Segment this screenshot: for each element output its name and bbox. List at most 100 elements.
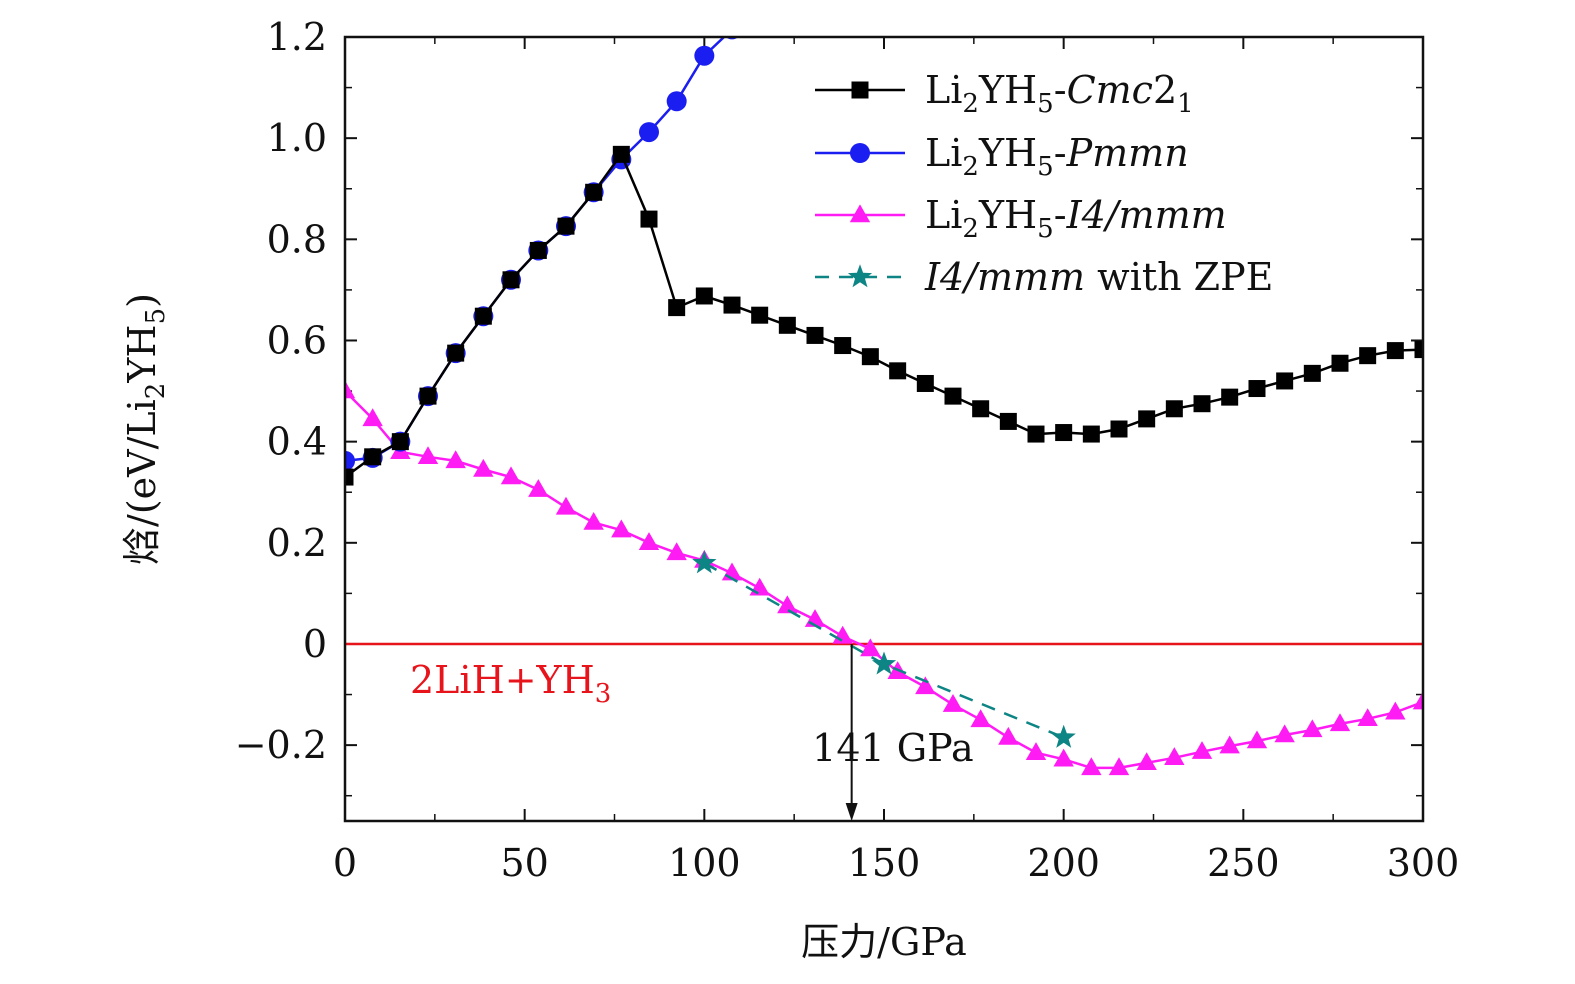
y-tick-label: 1.0 (267, 116, 327, 160)
data-point-square (695, 287, 713, 305)
data-point-square (612, 145, 630, 163)
data-point-triangle (849, 204, 871, 223)
y-tick-label: 0.8 (267, 217, 327, 261)
x-tick-label: 150 (848, 841, 921, 885)
y-tick-label: 0 (303, 622, 327, 666)
data-point-square (474, 307, 492, 325)
series-line (345, 390, 1423, 770)
x-tick-label: 100 (668, 841, 741, 885)
data-point-square (585, 183, 603, 201)
data-point-triangle (777, 595, 798, 614)
data-point-square (557, 217, 575, 235)
data-point-triangle (1081, 757, 1102, 776)
data-point-triangle (1219, 735, 1240, 754)
data-point-triangle (860, 638, 881, 657)
annotation-label: 141 GPa (812, 726, 973, 770)
reference-label: 2LiH+YH3 (410, 658, 611, 709)
data-point-square (889, 362, 907, 380)
data-point-square (999, 412, 1017, 430)
data-point-star (1051, 724, 1076, 748)
data-point-square (806, 326, 824, 344)
data-point-triangle (583, 511, 604, 530)
data-point-triangle (362, 408, 383, 427)
data-point-square (1331, 354, 1349, 372)
data-point-triangle (1246, 730, 1268, 749)
tick-labels: 0 50 100 150 200 250 300 −0.2 0 0.2 0.4 0.6 0.8 1.0 1.… (235, 15, 1460, 885)
data-point-triangle (500, 466, 522, 485)
data-point-triangle (1164, 747, 1185, 765)
data-point-circle (345, 450, 355, 471)
data-point-square (1276, 372, 1294, 390)
x-tick-label: 50 (500, 841, 548, 885)
data-point-triangle (611, 519, 632, 538)
data-point-triangle (528, 479, 549, 497)
axes-ticks (344, 36, 1424, 821)
data-point-square (1414, 341, 1423, 359)
annotation-group: 141 GPa (812, 643, 974, 821)
legend-label: I4/mmm with ZPE (924, 255, 1273, 299)
data-point-triangle (1385, 701, 1406, 720)
y-axis-title: 焓/(eV/Li2YH5) (120, 293, 171, 565)
y-tick-label: 0.4 (267, 420, 327, 464)
data-point-triangle (915, 676, 936, 695)
reference-line-group: 2LiH+YH3 (345, 642, 1423, 709)
x-tick-label: 0 (333, 841, 357, 885)
data-point-triangle (555, 496, 577, 515)
data-point-square (1248, 380, 1266, 398)
data-point-square (834, 337, 852, 355)
data-point-square (1165, 400, 1183, 418)
legend-label: Li2YH5-I4/mmm (925, 193, 1227, 244)
data-point-square (1221, 388, 1239, 406)
series-2 (345, 380, 1423, 776)
data-point-triangle (832, 625, 853, 644)
data-point-square (1359, 347, 1377, 365)
legend: Li2YH5-Cmc21 Li2YH5-Pmmn Li2YH5-I4/mmm I4/m… (815, 68, 1273, 299)
x-axis-title: 压力/GPa (801, 920, 967, 964)
data-point-triangle (1302, 719, 1323, 738)
data-point-triangle (1191, 741, 1213, 759)
data-point-triangle (473, 458, 494, 477)
y-tick-label: 0.2 (267, 521, 327, 565)
series-3 (692, 550, 1076, 748)
data-point-square (778, 316, 796, 334)
data-point-square (1303, 364, 1321, 382)
x-tick-label: 200 (1027, 841, 1100, 885)
data-point-square (529, 241, 547, 259)
data-point-square (751, 306, 769, 324)
data-point-triangle (942, 694, 964, 712)
data-point-square (447, 344, 465, 362)
x-tick-label: 250 (1207, 841, 1280, 885)
data-point-square (1055, 424, 1073, 442)
data-point-circle (666, 91, 687, 112)
data-point-triangle (970, 709, 991, 728)
data-point-square (972, 400, 990, 418)
y-tick-label: 1.2 (267, 15, 327, 59)
data-point-circle (638, 122, 659, 143)
data-point-square (502, 271, 520, 289)
y-tick-label: −0.2 (235, 723, 327, 767)
data-point-triangle (1329, 713, 1351, 732)
x-tick-label: 300 (1387, 841, 1460, 885)
data-point-square (1027, 425, 1045, 443)
data-point-square (419, 387, 437, 405)
data-point-triangle (1053, 748, 1074, 767)
data-point-triangle (666, 542, 687, 561)
data-point-square (861, 348, 879, 366)
data-point-triangle (749, 577, 770, 596)
series-0 (345, 145, 1423, 486)
data-point-square (668, 299, 686, 317)
annotation-arrow-head (845, 803, 858, 821)
data-point-star (847, 264, 873, 288)
data-point-square (944, 387, 962, 405)
data-point-triangle (998, 726, 1019, 745)
series-line (345, 151, 1423, 479)
data-point-square (1193, 395, 1211, 413)
legend-label: Li2YH5-Pmmn (925, 131, 1189, 182)
data-point-square (1138, 410, 1156, 428)
legend-label: Li2YH5-Cmc21 (925, 68, 1194, 119)
data-point-triangle (638, 532, 660, 551)
data-point-star (871, 651, 897, 675)
series-group (345, 37, 1423, 776)
y-tick-label: 0.6 (267, 318, 327, 362)
